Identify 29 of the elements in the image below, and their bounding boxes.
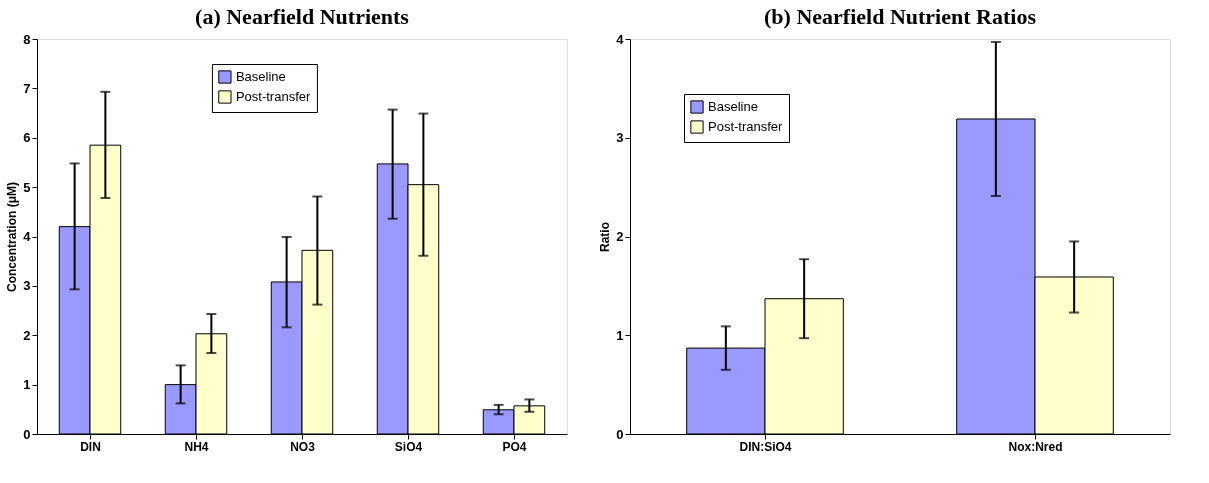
x-tick-label: SiO4 — [394, 439, 423, 454]
y-tick-label: 4 — [23, 229, 32, 244]
x-tick-label: Nox:Nred — [1008, 439, 1063, 454]
x-tick-label: DIN:SiO4 — [739, 439, 792, 454]
legend-label: Post-transfer — [708, 119, 784, 134]
y-tick-label: 0 — [23, 426, 31, 442]
y-axis-title: Ratio — [598, 222, 613, 252]
chart-title: (b) Nearfield Nutrient Ratios — [764, 4, 1037, 29]
legend-label: Baseline — [708, 99, 758, 114]
y-tick-label: 7 — [23, 80, 31, 96]
y-tick-label: 1 — [23, 377, 31, 393]
x-tick-label: NH4 — [184, 439, 209, 454]
y-tick-label: 3 — [23, 278, 31, 294]
y-tick-label: 2 — [23, 327, 31, 343]
x-tick-label: PO4 — [502, 439, 527, 454]
y-tick-label: 3 — [616, 130, 624, 146]
y-tick-label: 2 — [616, 229, 624, 244]
legend-label: Baseline — [235, 69, 286, 84]
y-tick-label: 0 — [616, 426, 624, 442]
y-tick-label: 8 — [23, 31, 31, 47]
chart-title: (a) Nearfield Nutrients — [195, 4, 410, 29]
y-tick-label: 4 — [616, 31, 625, 47]
y-axis-title: Concentration (μM) — [5, 182, 20, 292]
x-tick-label: NO3 — [290, 439, 316, 454]
legend-label: Post-transfer — [235, 89, 311, 104]
x-tick-label: DIN — [80, 439, 101, 454]
y-tick-label: 5 — [23, 179, 31, 195]
y-tick-label: 1 — [616, 327, 624, 343]
y-tick-label: 6 — [23, 130, 31, 146]
